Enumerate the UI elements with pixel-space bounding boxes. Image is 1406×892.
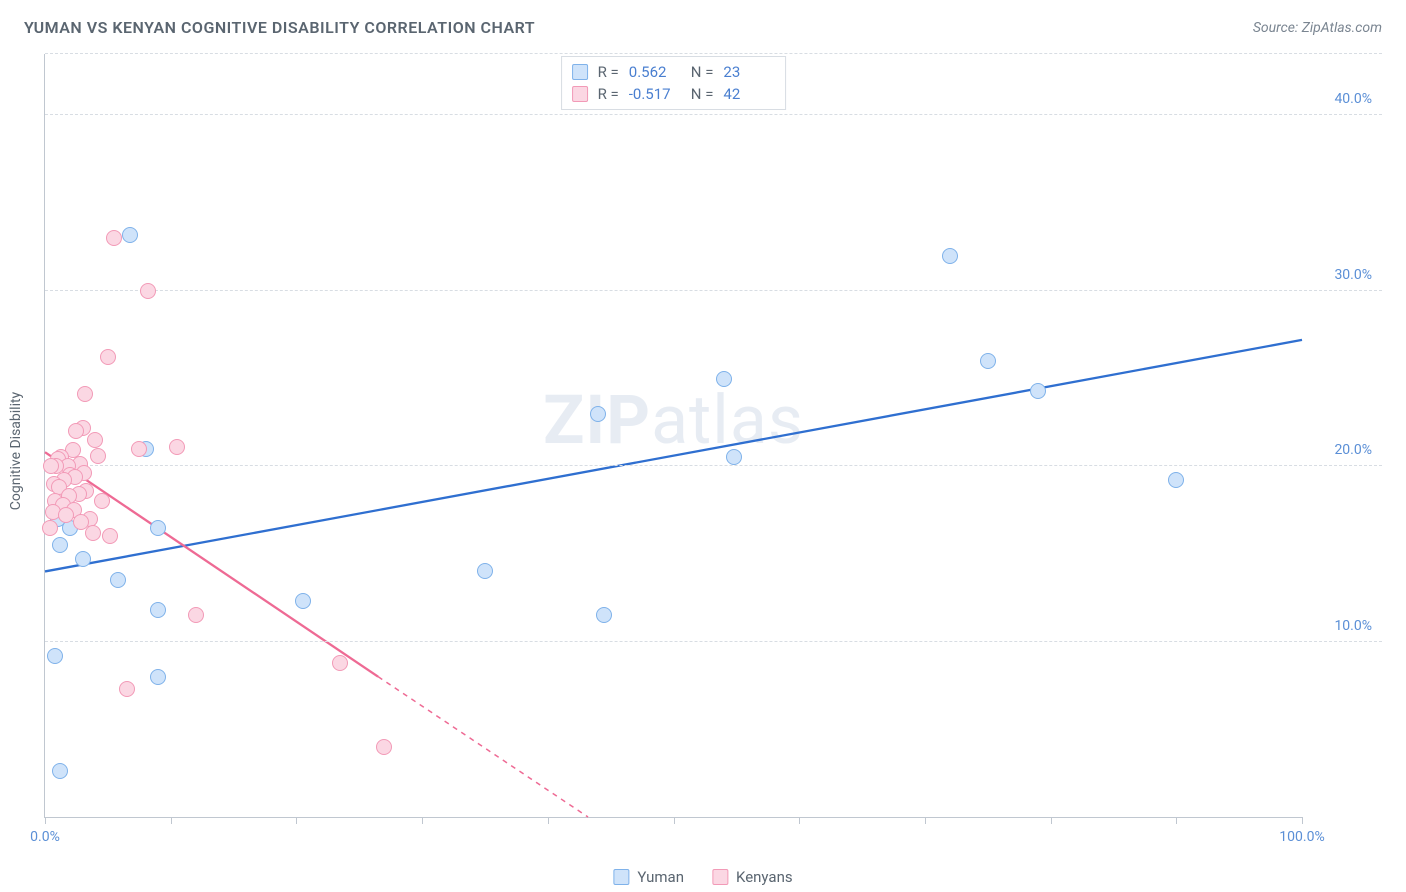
- data-point: [85, 525, 101, 541]
- data-point: [477, 563, 493, 579]
- data-point: [169, 439, 185, 455]
- data-point: [52, 763, 68, 779]
- legend-swatch-yuman: [613, 869, 629, 885]
- x-tick: [799, 817, 800, 824]
- x-tick: [422, 817, 423, 824]
- data-point: [42, 520, 58, 536]
- data-point: [590, 406, 606, 422]
- y-tick-label: 40.0%: [1312, 91, 1372, 107]
- watermark: ZIPatlas: [543, 380, 804, 460]
- x-tick: [1176, 817, 1177, 824]
- x-tick: [296, 817, 297, 824]
- x-tick: [925, 817, 926, 824]
- x-tick: [674, 817, 675, 824]
- stats-swatch: [572, 64, 588, 80]
- y-axis-title: Cognitive Disability: [8, 392, 24, 510]
- data-point: [332, 655, 348, 671]
- data-point: [119, 681, 135, 697]
- stats-row: R = 0.562 N = 23: [572, 61, 776, 83]
- data-point: [77, 386, 93, 402]
- data-point: [1030, 383, 1046, 399]
- data-point: [942, 248, 958, 264]
- data-point: [188, 607, 204, 623]
- data-point: [90, 448, 106, 464]
- stat-r-value: 0.562: [629, 63, 681, 81]
- data-point: [716, 371, 732, 387]
- gridline: [45, 641, 1382, 642]
- data-point: [102, 528, 118, 544]
- stats-legend: R = 0.562 N = 23 R = -0.517 N = 42: [561, 56, 787, 110]
- stat-r-label: R =: [598, 85, 619, 103]
- stat-r-label: R =: [598, 63, 619, 81]
- y-tick-label: 30.0%: [1312, 267, 1372, 283]
- gridline: [45, 290, 1382, 291]
- x-tick: [1302, 817, 1303, 824]
- x-tick: [548, 817, 549, 824]
- chart-title: YUMAN VS KENYAN COGNITIVE DISABILITY COR…: [24, 18, 535, 37]
- data-point: [100, 349, 116, 365]
- bottom-legend: Yuman Kenyans: [613, 868, 792, 886]
- watermark-light: atlas: [651, 380, 804, 460]
- gridline: [45, 53, 1382, 54]
- x-tick-label: 100.0%: [1279, 829, 1324, 845]
- stats-row: R = -0.517 N = 42: [572, 83, 776, 105]
- data-point: [94, 493, 110, 509]
- stat-n-label: N =: [691, 85, 714, 103]
- trend-line: [45, 452, 378, 677]
- data-point: [150, 602, 166, 618]
- data-point: [1168, 472, 1184, 488]
- gridline: [45, 114, 1382, 115]
- chart-header: YUMAN VS KENYAN COGNITIVE DISABILITY COR…: [24, 18, 1382, 37]
- data-point: [47, 648, 63, 664]
- stats-swatch: [572, 86, 588, 102]
- x-tick: [45, 817, 46, 824]
- trend-line-extrapolated: [378, 677, 588, 817]
- data-point: [131, 441, 147, 457]
- x-tick-label: 0.0%: [30, 829, 60, 845]
- plot-area: ZIPatlas R =0.562N =23R =-0.517N =42 10.…: [44, 54, 1302, 818]
- stat-r-value: -0.517: [629, 85, 681, 103]
- data-point: [110, 572, 126, 588]
- y-tick-label: 10.0%: [1312, 618, 1372, 634]
- chart-source: Source: ZipAtlas.com: [1253, 20, 1382, 36]
- trend-line: [45, 340, 1302, 572]
- x-tick: [1051, 817, 1052, 824]
- data-point: [726, 449, 742, 465]
- x-tick: [171, 817, 172, 824]
- data-point: [87, 432, 103, 448]
- data-point: [295, 593, 311, 609]
- data-point: [58, 507, 74, 523]
- trend-lines-svg: [45, 54, 1302, 817]
- data-point: [376, 739, 392, 755]
- data-point: [150, 669, 166, 685]
- data-point: [106, 230, 122, 246]
- gridline: [45, 465, 1382, 466]
- stat-n-value: 42: [723, 85, 775, 103]
- legend-item-kenyans: Kenyans: [712, 868, 793, 886]
- y-tick-label: 20.0%: [1312, 442, 1372, 458]
- data-point: [68, 423, 84, 439]
- chart-container: Cognitive Disability ZIPatlas R =0.562N …: [44, 54, 1382, 848]
- data-point: [596, 607, 612, 623]
- legend-label-kenyans: Kenyans: [736, 868, 793, 886]
- data-point: [150, 520, 166, 536]
- stat-n-label: N =: [691, 63, 714, 81]
- data-point: [52, 537, 68, 553]
- data-point: [43, 458, 59, 474]
- stat-n-value: 23: [723, 63, 775, 81]
- data-point: [980, 353, 996, 369]
- data-point: [122, 227, 138, 243]
- data-point: [140, 283, 156, 299]
- legend-item-yuman: Yuman: [613, 868, 684, 886]
- legend-swatch-kenyans: [712, 869, 728, 885]
- legend-label-yuman: Yuman: [637, 868, 684, 886]
- data-point: [75, 551, 91, 567]
